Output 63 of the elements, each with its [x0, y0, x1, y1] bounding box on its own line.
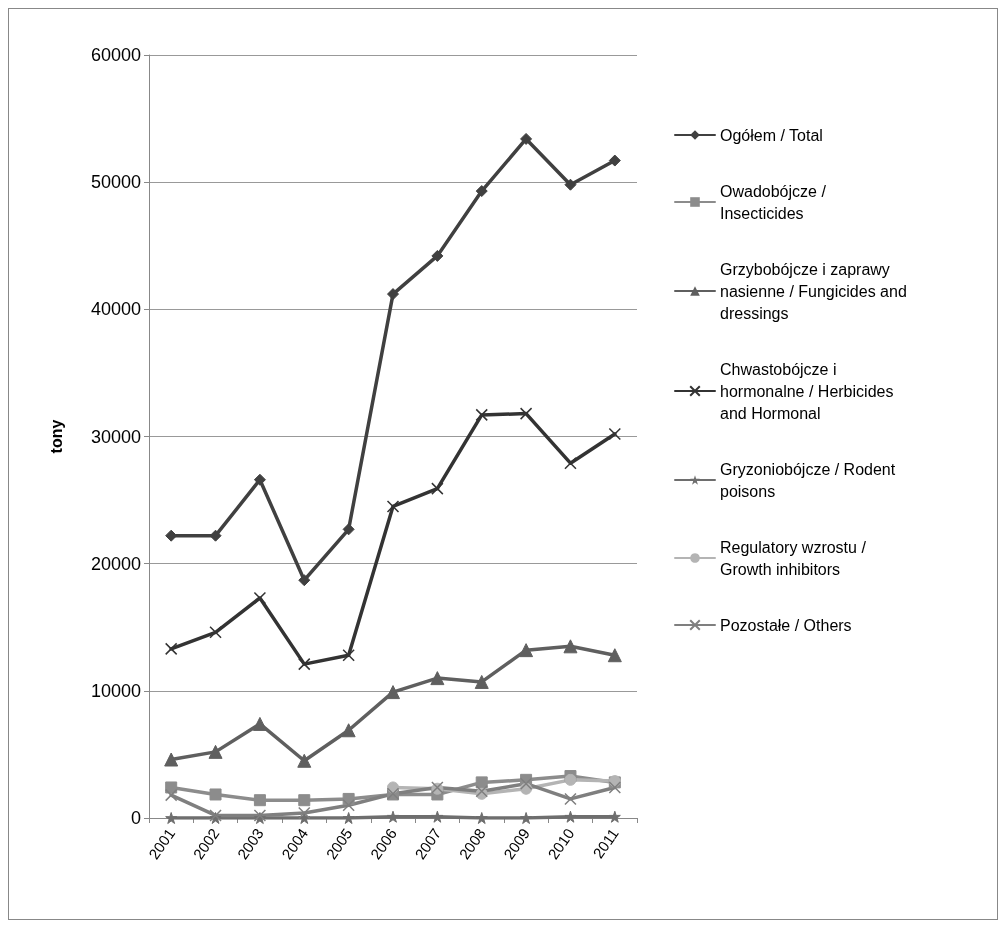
point: [342, 648, 355, 662]
point: [164, 788, 178, 802]
y-tick-label: 40000: [90, 299, 141, 320]
point: [519, 407, 533, 420]
legend-label: Grzybobójcze i zaprawy nasienne / Fungicides and dressings: [720, 260, 912, 322]
point: [475, 776, 488, 789]
point: [608, 427, 622, 441]
y-tick-label: 0: [130, 808, 141, 828]
point: [608, 810, 621, 823]
point: [519, 643, 534, 658]
point: [165, 812, 178, 824]
point: [608, 781, 622, 794]
point: [209, 788, 222, 801]
point: [298, 806, 311, 820]
y-tick-label: 60000: [90, 45, 141, 65]
point: [164, 752, 179, 767]
point: [252, 716, 267, 731]
point: [342, 812, 355, 824]
point: [607, 648, 622, 663]
point: [208, 744, 223, 759]
point: [164, 642, 178, 656]
y-axis-title: tony: [47, 419, 65, 454]
point: [608, 154, 621, 167]
point: [387, 288, 399, 301]
point: [386, 685, 400, 700]
point: [298, 794, 311, 807]
point: [475, 185, 488, 198]
y-tick-label: 30000: [90, 426, 141, 447]
point: [520, 812, 533, 824]
point: [564, 178, 577, 191]
y-tick-label: 50000: [90, 172, 141, 193]
point: [297, 753, 312, 768]
point: [386, 500, 400, 513]
point: [431, 249, 444, 262]
legend-label: Pozostałe / Others: [720, 616, 852, 634]
point: [387, 810, 399, 823]
legend-label: Owadobójcze / Insecticides: [720, 182, 831, 222]
point: [253, 473, 266, 486]
point: [475, 812, 488, 824]
point: [298, 574, 311, 587]
legend-label: Regulatory wzrostu / Growth inhibitors: [720, 538, 871, 578]
point: [253, 794, 266, 807]
y-tick-label: 10000: [90, 680, 141, 701]
point: [342, 523, 355, 536]
point: [474, 674, 489, 689]
point: [342, 799, 355, 812]
point: [475, 408, 488, 422]
point: [298, 657, 311, 671]
legend-label: Chwastobójcze i hormonalne / Herbicides and Hormonal: [720, 360, 898, 422]
legend-label: Ogółem / Total: [720, 126, 823, 144]
point: [209, 626, 222, 639]
point: [430, 671, 445, 686]
point: [520, 132, 533, 145]
point: [341, 723, 356, 738]
y-tick-label: 20000: [90, 553, 141, 574]
point: [564, 456, 577, 470]
legend-label: Gryzoniobójcze / Rodent poisons: [720, 460, 900, 500]
point: [564, 810, 577, 823]
point: [431, 482, 444, 495]
point: [563, 639, 578, 654]
point: [519, 777, 533, 790]
point: [564, 792, 577, 806]
point: [431, 810, 444, 823]
